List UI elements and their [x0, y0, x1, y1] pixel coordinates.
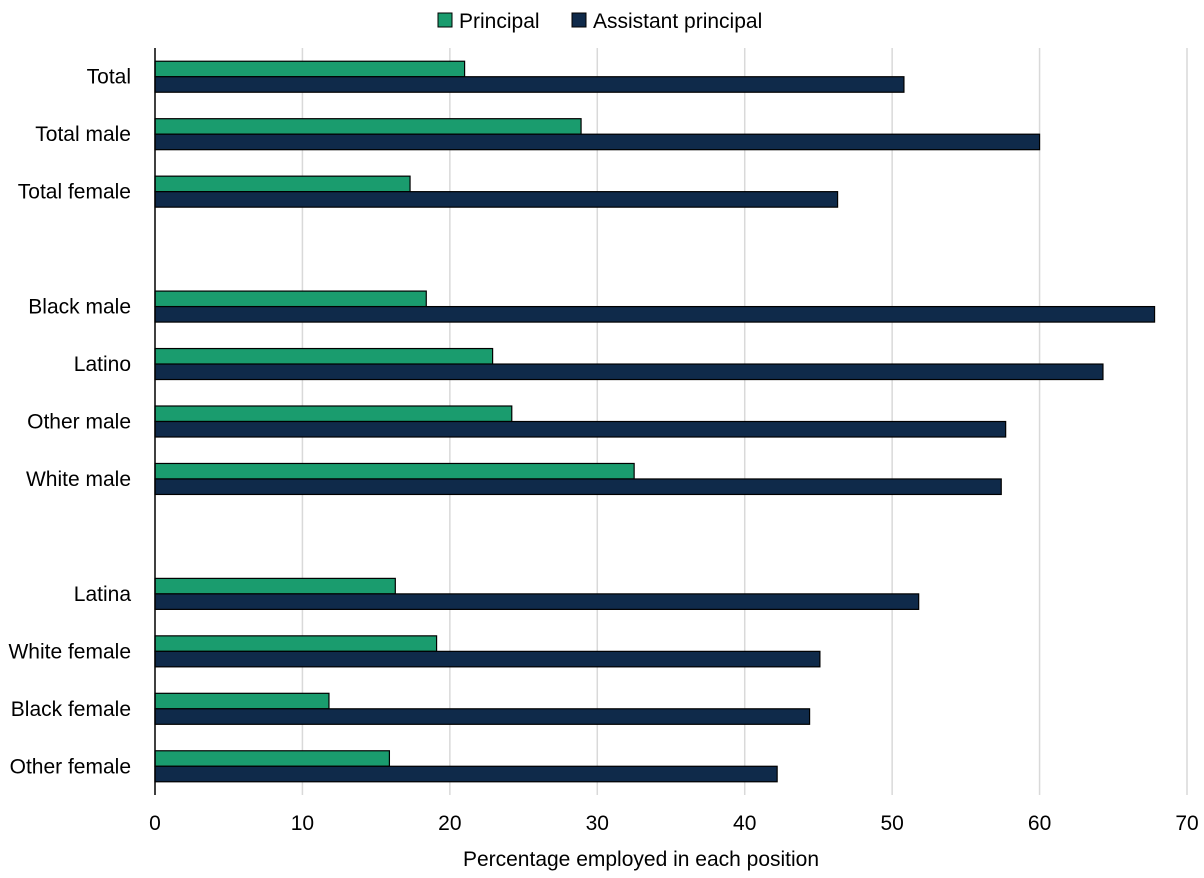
bar-assistant-principal	[154, 593, 920, 610]
bar-assistant-principal	[154, 76, 905, 93]
bar-assistant-principal	[154, 650, 821, 668]
bar-assistant-principal	[154, 708, 811, 725]
category-label: White male	[26, 468, 131, 491]
category-label: Latino	[74, 353, 131, 376]
x-tick-label: 50	[880, 812, 903, 835]
bar-assistant-principal	[154, 133, 1041, 151]
x-axis-title: Percentage employed in each position	[463, 848, 819, 871]
category-label: Latina	[74, 583, 132, 606]
category-label: Total male	[35, 123, 131, 146]
category-label: Total	[87, 66, 131, 89]
legend-label-assistant-principal: Assistant principal	[593, 10, 762, 33]
bar-principal	[154, 290, 427, 308]
x-tick-label: 0	[149, 812, 161, 835]
x-tick-labels: 0 10 20 30 40 50 60 70	[149, 812, 1199, 835]
bar-assistant-principal	[154, 478, 1002, 496]
x-tick-label: 30	[586, 812, 609, 835]
bar-assistant-principal	[154, 191, 839, 208]
x-tick-label: 10	[291, 812, 314, 835]
bar-principal	[154, 175, 411, 193]
x-tick-label: 60	[1028, 812, 1051, 835]
bar-principal	[154, 405, 513, 423]
x-tick-label: 20	[438, 812, 461, 835]
x-tick-label: 70	[1175, 812, 1198, 835]
category-label: Black male	[28, 296, 131, 319]
bar-assistant-principal	[154, 363, 1104, 381]
category-label: Other male	[27, 411, 131, 434]
bars	[154, 60, 1156, 783]
bar-principal	[154, 577, 396, 595]
x-tick-label: 40	[733, 812, 756, 835]
category-label: Other female	[10, 755, 131, 778]
bar-principal	[154, 635, 438, 652]
bar-principal	[154, 462, 635, 480]
legend-swatch-principal	[437, 12, 453, 28]
legend-label-principal: Principal	[459, 10, 540, 33]
bar-assistant-principal	[154, 420, 1007, 438]
bar-assistant-principal	[154, 305, 1156, 323]
bar-principal	[154, 750, 391, 767]
category-label: Total female	[18, 181, 131, 204]
category-label: White female	[8, 640, 131, 663]
category-label: Black female	[11, 698, 131, 721]
bar-principal	[154, 60, 466, 78]
legend-swatch-assistant-principal	[571, 12, 587, 28]
bar-principal	[154, 692, 330, 710]
bar-principal	[154, 347, 494, 365]
bar-assistant-principal	[154, 765, 778, 783]
legend: Principal Assistant principal	[437, 10, 762, 33]
category-labels: Total Total male Total female Black male Lat…	[8, 66, 131, 779]
bar-principal	[154, 118, 582, 135]
